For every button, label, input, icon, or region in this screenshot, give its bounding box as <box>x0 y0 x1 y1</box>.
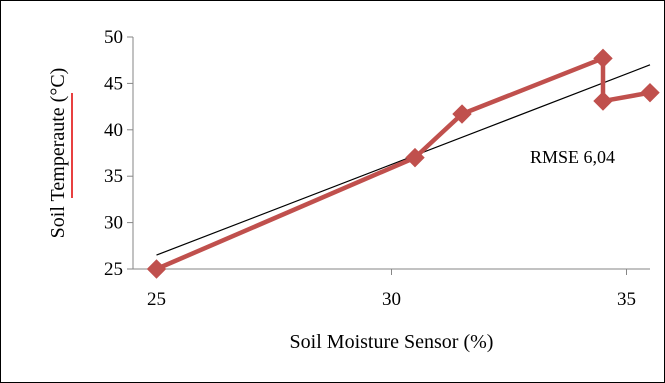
x-axis-title: Soil Moisture Sensor (%) <box>290 331 494 353</box>
x-tick-label: 35 <box>617 289 636 310</box>
y-tick-label: 40 <box>104 120 123 141</box>
y-tick-label: 50 <box>104 27 123 48</box>
rmse-annotation: RMSE 6,04 <box>530 147 615 167</box>
data-point <box>593 48 613 69</box>
y-tick-label: 25 <box>104 259 123 280</box>
data-point <box>640 82 660 103</box>
trendline <box>156 64 651 256</box>
x-tick-label: 25 <box>147 289 166 310</box>
data-point <box>593 91 613 111</box>
y-tick-label: 30 <box>104 213 123 234</box>
trendline-group <box>156 64 651 256</box>
tick-labels: 25 30 35 40 45 50 25 30 35 <box>104 27 636 310</box>
y-axis-title: Soil Temperaute (°C) <box>47 68 69 239</box>
x-tick-label: 30 <box>382 289 401 310</box>
series-group <box>146 48 660 279</box>
y-axis-title-group: Soil Temperaute (°C) <box>47 68 73 239</box>
y-tick-label: 45 <box>104 73 123 94</box>
y-tick-label: 35 <box>104 166 123 187</box>
data-point <box>452 104 472 124</box>
data-point <box>146 259 167 279</box>
data-point <box>405 147 425 168</box>
